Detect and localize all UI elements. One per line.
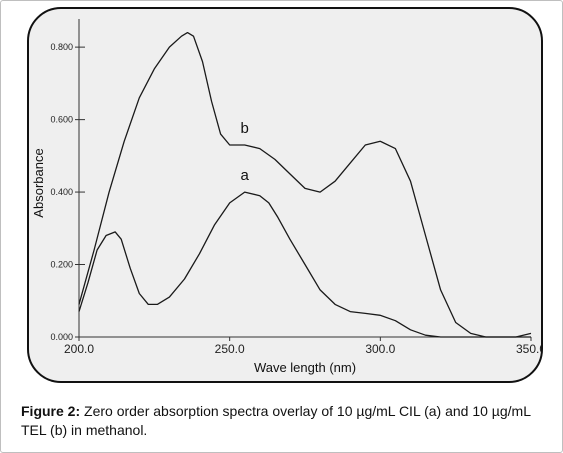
y-tick-label: 0.800 xyxy=(50,42,73,52)
series-lines xyxy=(78,31,532,338)
axes xyxy=(78,19,531,338)
y-tick-label: 0.200 xyxy=(50,260,73,270)
figure-caption: Figure 2: Zero order absorption spectra … xyxy=(21,402,549,440)
series-line-b xyxy=(78,31,532,338)
x-tick-label: 350.0 xyxy=(516,342,541,356)
figure-caption-label: Figure 2: xyxy=(21,403,81,419)
y-tick-label: 0.400 xyxy=(50,187,73,197)
absorption-spectra-chart: 0.000 0.200 0.400 0.600 0.800 200.0 250.0 300.0… xyxy=(31,19,541,375)
plot-area: 0.000 0.200 0.400 0.600 0.800 200.0 250.0 300.0… xyxy=(27,7,543,383)
x-axis-title: Wave length (nm) xyxy=(254,360,356,375)
chart-labels: 0.000 0.200 0.400 0.600 0.800 200.0 250.0 300.0… xyxy=(31,42,541,375)
tick-marks xyxy=(75,46,532,341)
x-tick-label: 250.0 xyxy=(215,342,245,356)
series-label-a: a xyxy=(241,167,250,184)
y-axis-title: Absorbance xyxy=(31,148,46,217)
series-label-b: b xyxy=(241,120,249,137)
x-tick-label: 300.0 xyxy=(365,342,395,356)
figure-caption-text: Zero order absorption spectra overlay of… xyxy=(21,403,531,438)
y-tick-label: 0.000 xyxy=(50,332,73,342)
y-tick-label: 0.600 xyxy=(50,115,73,125)
x-tick-label: 200.0 xyxy=(64,342,94,356)
series-line-a xyxy=(78,191,531,338)
